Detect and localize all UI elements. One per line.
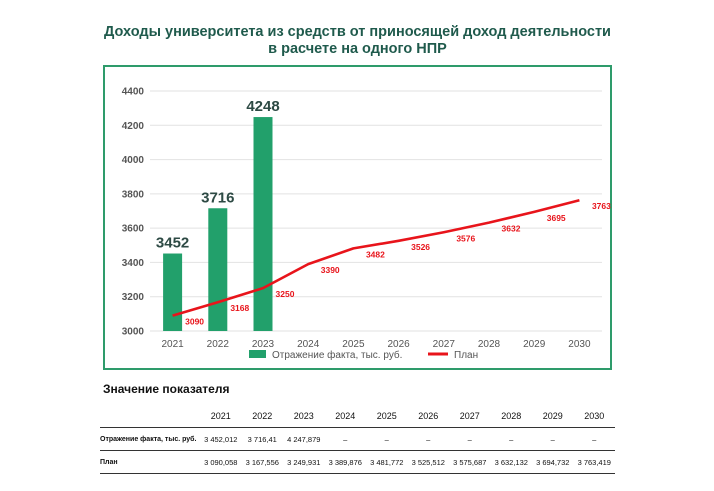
table-header-year: 2028 bbox=[501, 411, 522, 421]
x-tick-label: 2023 bbox=[252, 339, 275, 350]
plan-data-label: 3168 bbox=[230, 303, 249, 313]
plan-data-label: 3526 bbox=[411, 242, 430, 252]
plan-data-label: 3250 bbox=[276, 289, 295, 299]
y-tick-label: 3600 bbox=[122, 224, 145, 235]
y-tick-label: 3800 bbox=[122, 189, 145, 200]
table-row-label: Отражение факта, тыс. руб. bbox=[100, 427, 200, 451]
table-header-corner bbox=[100, 405, 200, 428]
table-cell: 3 090,058 bbox=[200, 450, 242, 474]
bar bbox=[208, 208, 228, 331]
plan-data-label: 3576 bbox=[456, 233, 475, 243]
y-tick-label: 4000 bbox=[122, 155, 145, 166]
plan-series-line bbox=[172, 198, 580, 317]
plan-data-label: 3695 bbox=[547, 213, 566, 223]
table-cell: – bbox=[449, 427, 491, 451]
x-tick-label: 2028 bbox=[478, 339, 501, 350]
table-header-row: 2021 2022 2023 2024 2025 2026 2027 2028 … bbox=[100, 405, 615, 428]
table-header-year: 2030 bbox=[584, 411, 605, 421]
x-tick-label: 2024 bbox=[297, 339, 320, 350]
table-cell: – bbox=[573, 427, 615, 451]
plan-data-label: 3482 bbox=[366, 249, 385, 259]
table-header-year: 2025 bbox=[376, 411, 397, 421]
bar bbox=[163, 253, 183, 331]
y-tick-label: 3400 bbox=[122, 258, 145, 269]
table-cell: – bbox=[407, 427, 449, 451]
table-row-plan: План 3 090,058 3 167,556 3 249,931 3 389… bbox=[100, 450, 615, 474]
x-tick-label: 2027 bbox=[433, 339, 456, 350]
table-header-year: 2023 bbox=[293, 411, 314, 421]
table-cell: 3 632,132 bbox=[490, 450, 532, 474]
table-cell: 3 763,419 bbox=[573, 450, 615, 474]
table-cell: 4 247,879 bbox=[283, 427, 325, 451]
table-header-year: 2022 bbox=[252, 411, 273, 421]
table-header-year: 2026 bbox=[418, 411, 439, 421]
table-cell: 3 249,931 bbox=[283, 450, 325, 474]
table-cell: 3 452,012 bbox=[200, 427, 242, 451]
table-cell: 3 694,732 bbox=[532, 450, 574, 474]
plan-data-label: 3763 bbox=[592, 201, 611, 211]
plan-data-label: 3390 bbox=[321, 265, 340, 275]
x-tick-label: 2022 bbox=[207, 339, 230, 350]
y-tick-label: 3200 bbox=[122, 292, 145, 303]
legend-swatch-fact bbox=[249, 350, 266, 358]
x-tick-label: 2021 bbox=[161, 339, 184, 350]
x-tick-label: 2026 bbox=[387, 339, 410, 350]
table-cell: 3 167,556 bbox=[241, 450, 283, 474]
plan-data-label: 3090 bbox=[185, 317, 204, 327]
table-section-title: Значение показателя bbox=[103, 382, 230, 396]
table-row-fact: Отражение факта, тыс. руб. 3 452,012 3 7… bbox=[100, 427, 615, 451]
chart-title: Доходы университета из средств от принос… bbox=[100, 24, 615, 58]
chart-title-line-1: Доходы университета из средств от принос… bbox=[104, 24, 611, 40]
bar-data-label: 3452 bbox=[156, 235, 189, 252]
y-tick-label: 4200 bbox=[122, 121, 145, 132]
bar bbox=[253, 117, 273, 331]
x-tick-label: 2029 bbox=[523, 339, 546, 350]
table-header-year: 2027 bbox=[459, 411, 480, 421]
legend-label-plan: План bbox=[454, 350, 478, 361]
legend-label-fact: Отражение факта, тыс. руб. bbox=[272, 349, 402, 361]
table-cell: 3 389,876 bbox=[324, 450, 366, 474]
table-header-year: 2029 bbox=[542, 411, 563, 421]
table-cell: 3 575,687 bbox=[449, 450, 491, 474]
bar-data-label: 4248 bbox=[246, 98, 279, 115]
chart-frame: 3000 3200 3400 3600 3800 4000 4200 4400 2021 2022… bbox=[103, 65, 612, 370]
table-cell: – bbox=[532, 427, 574, 451]
table-cell: – bbox=[490, 427, 532, 451]
plan-data-label: 3632 bbox=[502, 224, 521, 234]
table-cell: – bbox=[324, 427, 366, 451]
chart-title-line-2: в расчете на одного НПР bbox=[268, 41, 447, 57]
x-tick-label: 2030 bbox=[568, 339, 591, 350]
table-header-year: 2021 bbox=[210, 411, 231, 421]
x-tick-label: 2025 bbox=[342, 339, 365, 350]
bar-data-label: 3716 bbox=[201, 189, 234, 206]
table-row-label: План bbox=[100, 450, 200, 474]
table-cell: 3 525,512 bbox=[407, 450, 449, 474]
y-tick-label: 4400 bbox=[122, 87, 145, 98]
table-cell: 3 481,772 bbox=[366, 450, 408, 474]
table-cell: 3 716,41 bbox=[241, 427, 283, 451]
table-cell: – bbox=[366, 427, 408, 451]
y-tick-label: 3000 bbox=[122, 327, 145, 338]
data-table: 2021 2022 2023 2024 2025 2026 2027 2028 … bbox=[100, 405, 615, 474]
table-header-year: 2024 bbox=[335, 411, 356, 421]
chart-svg: 3000 3200 3400 3600 3800 4000 4200 4400 2021 2022… bbox=[122, 87, 611, 362]
